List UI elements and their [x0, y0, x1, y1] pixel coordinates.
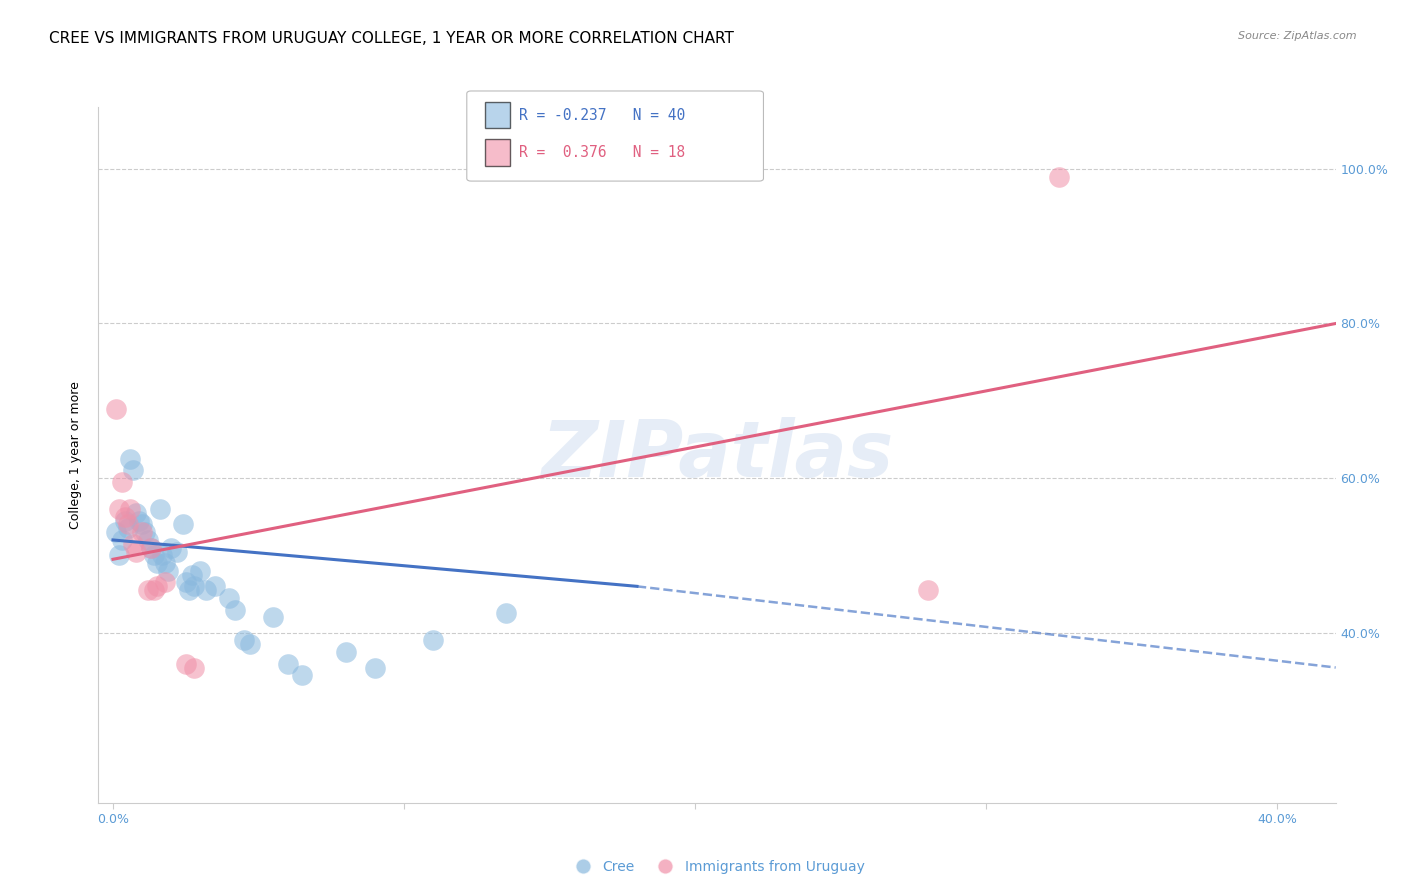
Point [122, 537, 145, 551]
Point [204, 579, 226, 593]
Point [120, 502, 142, 516]
Point [117, 521, 139, 535]
Legend: Cree, Immigrants from Uruguay: Cree, Immigrants from Uruguay [564, 855, 870, 880]
Point [152, 549, 174, 563]
Point [139, 541, 162, 555]
Point [145, 556, 167, 570]
Point [218, 591, 240, 605]
Point [183, 660, 205, 674]
Point [1047, 169, 1070, 184]
Y-axis label: College, 1 year or more: College, 1 year or more [69, 381, 83, 529]
Point [224, 602, 246, 616]
Point [174, 575, 197, 590]
Point [117, 517, 139, 532]
Point [125, 506, 148, 520]
Text: R =  0.376   N = 18: R = 0.376 N = 18 [519, 145, 685, 160]
Point [104, 401, 127, 416]
Point [195, 583, 218, 598]
Point [183, 579, 205, 593]
Point [131, 517, 153, 532]
Text: ZIPatlas: ZIPatlas [541, 417, 893, 493]
Point [122, 463, 145, 477]
Point [142, 583, 165, 598]
Point [233, 633, 256, 648]
Point [188, 564, 211, 578]
Point [107, 549, 129, 563]
Point [180, 567, 202, 582]
Point [114, 514, 136, 528]
Point [134, 525, 156, 540]
Point [174, 657, 197, 671]
Point [157, 564, 180, 578]
Point [160, 541, 183, 555]
Point [148, 502, 170, 516]
Point [155, 575, 177, 590]
Point [131, 525, 153, 540]
Point [120, 451, 142, 466]
Point [917, 583, 939, 598]
Point [422, 633, 444, 648]
Point [111, 475, 134, 489]
Point [114, 509, 136, 524]
Point [364, 660, 387, 674]
Point [136, 533, 159, 547]
Point [239, 637, 262, 651]
Point [145, 579, 167, 593]
Point [172, 517, 194, 532]
Point [166, 544, 188, 558]
Point [142, 549, 165, 563]
Point [262, 610, 284, 624]
Point [111, 533, 134, 547]
Point [125, 544, 148, 558]
Point [177, 583, 200, 598]
Point [277, 657, 299, 671]
Text: R = -0.237   N = 40: R = -0.237 N = 40 [519, 108, 685, 122]
Point [136, 583, 159, 598]
Point [139, 541, 162, 555]
Point [495, 607, 517, 621]
Point [104, 525, 127, 540]
Text: Source: ZipAtlas.com: Source: ZipAtlas.com [1239, 31, 1357, 41]
Point [155, 556, 177, 570]
Point [291, 668, 314, 682]
Point [335, 645, 357, 659]
Text: CREE VS IMMIGRANTS FROM URUGUAY COLLEGE, 1 YEAR OR MORE CORRELATION CHART: CREE VS IMMIGRANTS FROM URUGUAY COLLEGE,… [49, 31, 734, 46]
Point [128, 514, 150, 528]
Point [107, 502, 129, 516]
